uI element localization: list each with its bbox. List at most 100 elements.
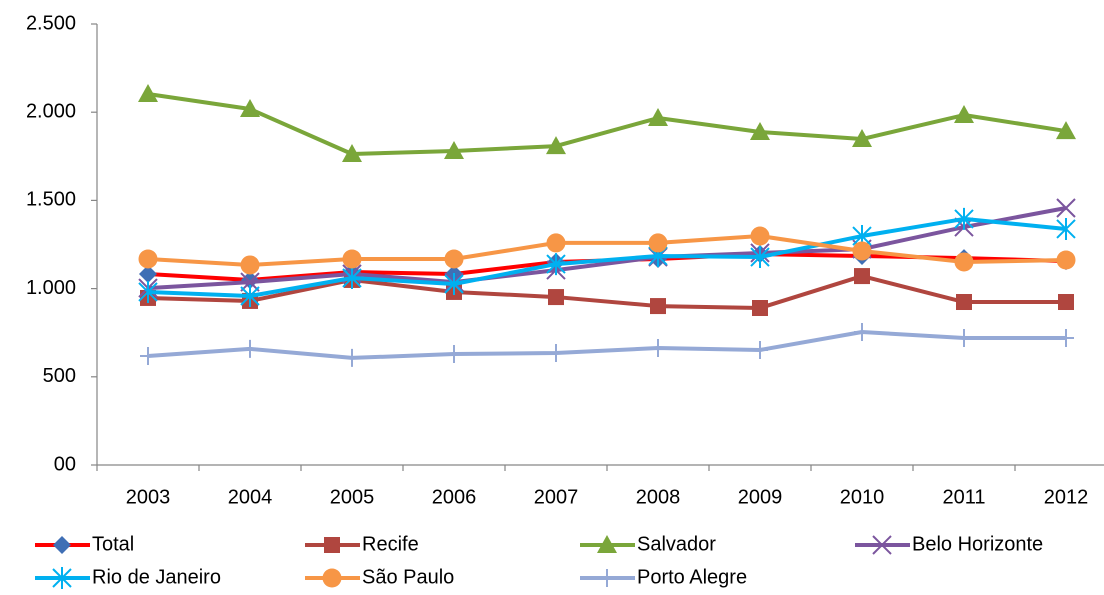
- marker-part: [342, 249, 362, 269]
- marker-part: [138, 280, 158, 303]
- x-tick-label: 2005: [330, 486, 375, 508]
- marker-part: [1056, 250, 1076, 270]
- legend-label: Porto Alegre: [637, 566, 747, 588]
- marker-part: [1058, 294, 1074, 311]
- marker-part: [752, 300, 768, 317]
- marker-part: [139, 264, 157, 283]
- marker-part: [322, 568, 342, 588]
- marker-part: [750, 226, 770, 246]
- marker-part: [546, 233, 566, 253]
- marker: [752, 300, 768, 317]
- marker: [854, 322, 870, 341]
- legend-item: Salvador: [580, 533, 716, 555]
- series-line: [147, 216, 1067, 299]
- y-tick-label: 2.000: [26, 100, 76, 122]
- marker: [750, 246, 770, 269]
- marker: [1058, 294, 1074, 311]
- series-line: [147, 92, 1067, 157]
- y-tick-label: 2.500: [26, 12, 76, 34]
- marker-part: [241, 270, 259, 289]
- y-tick-label: 1.000: [26, 277, 76, 299]
- marker: [140, 346, 156, 365]
- marker-part: [242, 339, 258, 358]
- marker-part: [872, 535, 892, 555]
- marker-part: [1056, 217, 1076, 240]
- marker: [546, 136, 566, 155]
- marker: [444, 249, 464, 269]
- series-line: [147, 274, 1066, 311]
- x-tick-label: 2012: [1044, 486, 1089, 508]
- x-tick-label: 2009: [738, 486, 783, 508]
- legend-label: Recife: [362, 533, 419, 555]
- marker: [240, 272, 260, 292]
- marker-part: [52, 567, 72, 589]
- marker-part: [956, 294, 972, 311]
- marker: [342, 249, 362, 269]
- marker: [342, 267, 362, 290]
- marker-part: [444, 249, 464, 269]
- marker-part: [648, 108, 668, 127]
- marker-part: [1056, 121, 1076, 140]
- marker-part: [240, 272, 260, 292]
- legend-label: São Paulo: [362, 566, 454, 588]
- marker-part: [954, 207, 974, 230]
- marker-part: [138, 84, 158, 103]
- marker: [1056, 121, 1076, 140]
- marker: [750, 121, 770, 140]
- marker: [1056, 250, 1076, 270]
- y-tick-label: 1.500: [26, 189, 76, 211]
- legend-label: Salvador: [637, 533, 716, 555]
- marker: [342, 144, 362, 163]
- legend-item: Recife: [305, 533, 419, 555]
- series-line: [147, 329, 1066, 360]
- marker: [52, 567, 72, 589]
- marker: [138, 249, 158, 269]
- marker-part: [1058, 328, 1074, 347]
- legend-label: Belo Horizonte: [912, 533, 1043, 555]
- x-tick-label: 2011: [942, 486, 985, 508]
- marker: [241, 270, 259, 289]
- marker-part: [852, 241, 872, 261]
- marker: [954, 252, 974, 272]
- marker: [548, 289, 564, 306]
- marker-part: [140, 346, 156, 365]
- marker-part: [240, 285, 260, 308]
- marker: [344, 348, 360, 367]
- marker-part: [750, 246, 770, 269]
- marker-part: [852, 129, 872, 148]
- marker: [648, 108, 668, 127]
- marker: [53, 536, 71, 554]
- marker: [954, 207, 974, 230]
- series-line: [147, 234, 1067, 267]
- marker-part: [854, 268, 870, 285]
- marker-part: [1056, 198, 1076, 218]
- marker-part: [342, 267, 362, 290]
- marker-part: [650, 339, 666, 358]
- legend-item: Belo Horizonte: [855, 533, 1043, 555]
- marker-part: [324, 537, 340, 553]
- marker: [852, 129, 872, 148]
- marker: [444, 141, 464, 160]
- marker-part: [954, 252, 974, 272]
- x-tick-label: 2006: [432, 486, 477, 508]
- marker-part: [446, 345, 462, 364]
- marker: [324, 537, 340, 553]
- marker-part: [344, 348, 360, 367]
- marker-part: [752, 340, 768, 359]
- marker: [1058, 328, 1074, 347]
- marker: [650, 298, 666, 315]
- marker: [599, 569, 615, 587]
- marker: [852, 241, 872, 261]
- marker-part: [597, 535, 617, 553]
- y-tick-label: 500: [43, 365, 76, 387]
- marker: [956, 294, 972, 311]
- marker: [138, 280, 158, 303]
- marker-part: [342, 144, 362, 163]
- x-tick-label: 2004: [228, 486, 273, 508]
- marker: [954, 105, 974, 124]
- legend-item: Total: [35, 533, 134, 555]
- marker-part: [648, 233, 668, 253]
- x-tick-label: 2008: [636, 486, 681, 508]
- marker-part: [240, 255, 260, 275]
- marker-part: [444, 141, 464, 160]
